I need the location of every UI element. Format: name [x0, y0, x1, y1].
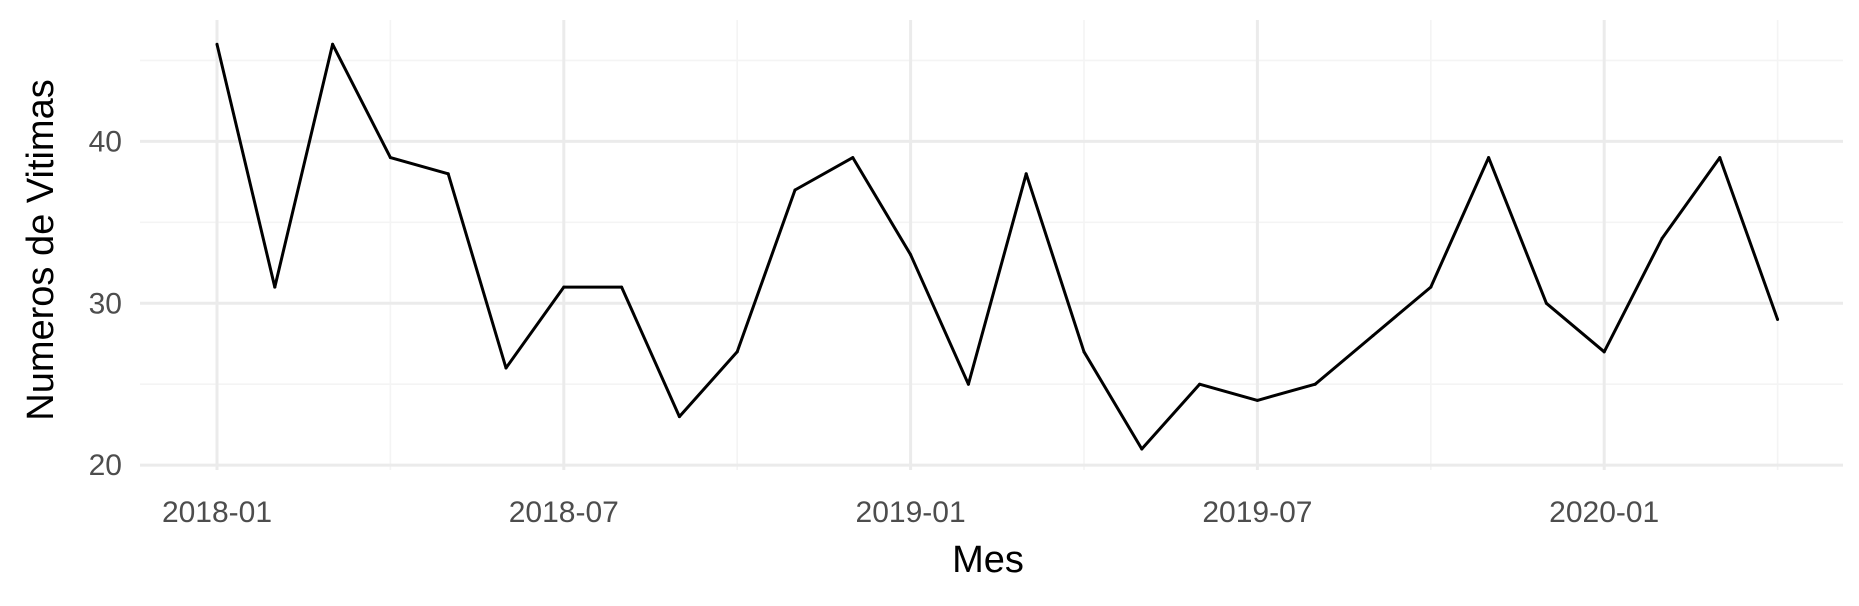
data-point — [793, 188, 797, 192]
minor-gridlines — [140, 20, 1843, 470]
data-point — [446, 172, 450, 176]
data-point — [1429, 285, 1433, 289]
data-point — [851, 156, 855, 160]
data-point — [1371, 334, 1375, 338]
data-point — [1544, 301, 1548, 305]
data-point — [1140, 447, 1144, 451]
x-tick-label: 2019-07 — [1202, 496, 1312, 529]
y-tick-label: 20 — [89, 449, 122, 482]
data-point — [620, 285, 624, 289]
data-point — [562, 285, 566, 289]
x-tick-label: 2019-01 — [856, 496, 966, 529]
data-point — [1718, 156, 1722, 160]
data-point — [677, 415, 681, 419]
data-point — [1660, 237, 1664, 241]
data-points — [215, 42, 1780, 451]
data-point — [1602, 350, 1606, 354]
y-tick-label: 30 — [89, 287, 122, 320]
data-point — [1487, 156, 1491, 160]
y-axis-title: Numeros de Vitimas — [20, 79, 62, 420]
x-axis-title: Mes — [952, 539, 1024, 581]
data-point — [1082, 350, 1086, 354]
data-point — [909, 253, 913, 257]
data-point — [1313, 382, 1317, 386]
data-point — [1255, 398, 1259, 402]
y-axis-ticks: 20 30 40 — [89, 125, 122, 482]
y-tick-label: 40 — [89, 125, 122, 158]
data-point — [1776, 317, 1780, 321]
data-point — [215, 42, 219, 46]
data-point — [331, 42, 335, 46]
data-point — [735, 350, 739, 354]
x-tick-label: 2018-01 — [162, 496, 272, 529]
data-point — [388, 156, 392, 160]
major-gridlines — [140, 20, 1843, 470]
x-axis-ticks: 2018-01 2018-07 2019-01 2019-07 2020-01 — [162, 496, 1659, 529]
x-tick-label: 2018-07 — [509, 496, 619, 529]
x-tick-label: 2020-01 — [1549, 496, 1659, 529]
data-point — [273, 285, 277, 289]
data-point — [1024, 172, 1028, 176]
data-point — [504, 366, 508, 370]
data-point — [966, 382, 970, 386]
data-point — [1198, 382, 1202, 386]
series-line — [215, 42, 1780, 451]
